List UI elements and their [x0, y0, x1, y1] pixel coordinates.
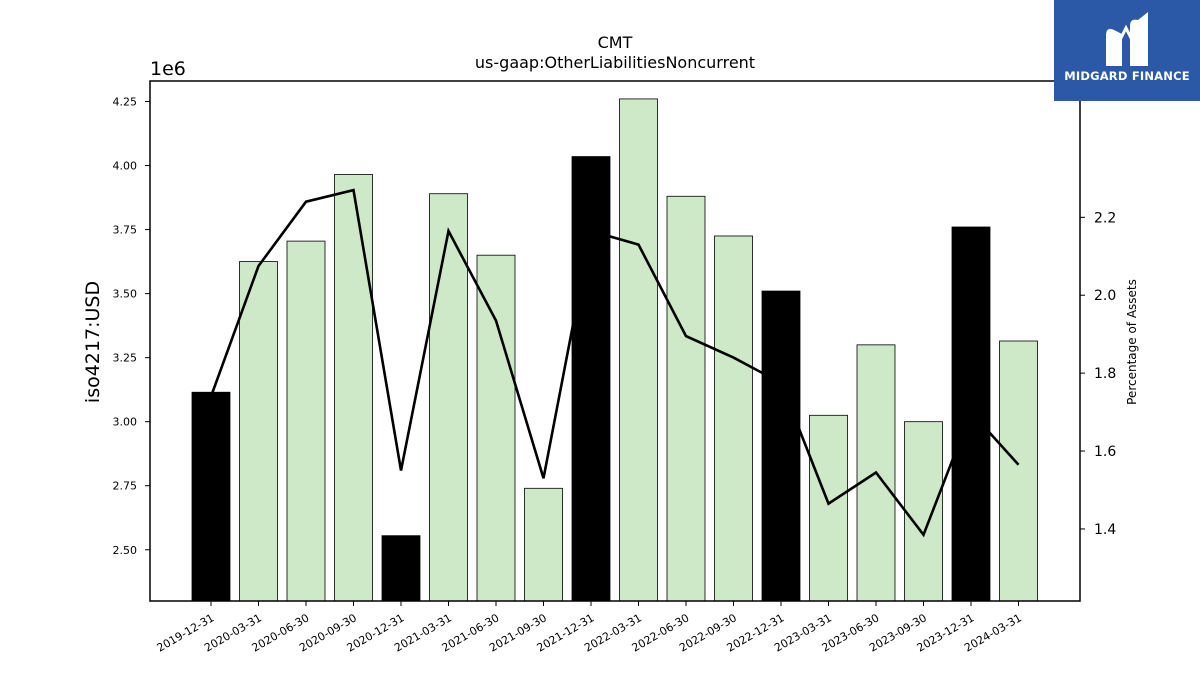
percentage-of-assets-line	[209, 188, 1020, 538]
y2-tick-label: 1.6	[1094, 444, 1116, 460]
y-tick-label: 3.50	[113, 288, 138, 301]
y-tick-label: 4.25	[113, 95, 138, 108]
midgard-logo: MIDGARD FINANCE	[1054, 0, 1200, 101]
logo-text: MIDGARD FINANCE	[1064, 69, 1190, 83]
plot-frame	[149, 80, 1081, 602]
bar-2020-12-31	[381, 535, 421, 602]
y2-tick-label: 2.2	[1094, 210, 1116, 226]
y-tick-label: 3.00	[113, 416, 138, 429]
bar-2020-03-31	[239, 261, 278, 602]
bar-2024-03-31	[999, 340, 1038, 602]
bar-2021-06-30	[476, 254, 516, 602]
midgard-logo-icon	[1106, 12, 1148, 66]
y-tick-label: 4.00	[113, 160, 138, 173]
y2-axis-label: Percentage of Assets	[1125, 279, 1139, 405]
bar-2022-12-31	[761, 290, 801, 602]
percentage-line	[209, 188, 1020, 538]
y-axis-label: iso4217:USD	[82, 281, 104, 403]
bar-2021-03-31	[429, 193, 468, 602]
y-tick-label: 2.50	[113, 544, 138, 557]
bar-2020-06-30	[286, 240, 326, 602]
bar-2022-09-30	[714, 235, 753, 602]
y2-tick-label: 1.4	[1094, 522, 1116, 538]
chart-title: CMT	[598, 33, 633, 52]
bar-2020-09-30	[334, 174, 373, 602]
bar-2022-03-31	[619, 98, 658, 602]
bar-2023-09-30	[904, 421, 943, 602]
chart-subtitle: us-gaap:OtherLiabilitiesNoncurrent	[475, 53, 755, 72]
y-axis-ticks: 2.50 2.75 3.00 3.25 3.50 3.75 4.00 4.25	[113, 95, 150, 557]
y-multiplier-label: 1e6	[150, 58, 186, 80]
bar-2023-03-31	[809, 414, 848, 602]
bar-2021-12-31	[571, 156, 611, 602]
bar-2022-06-30	[666, 195, 706, 602]
y2-tick-label: 1.8	[1094, 366, 1116, 382]
y-tick-label: 3.25	[113, 352, 138, 365]
y2-axis-ticks: 1.4 1.6 1.8 2.0 2.2	[1080, 210, 1116, 538]
bars	[191, 98, 1038, 602]
y-tick-label: 2.75	[113, 480, 138, 493]
bar-2019-12-31	[191, 391, 231, 602]
y-tick-label: 3.75	[113, 224, 138, 237]
bar-2021-09-30	[524, 487, 563, 602]
x-axis-ticks: 2019-12-312020-03-312020-06-302020-09-30…	[155, 601, 1024, 655]
y2-tick-label: 2.0	[1094, 288, 1116, 304]
